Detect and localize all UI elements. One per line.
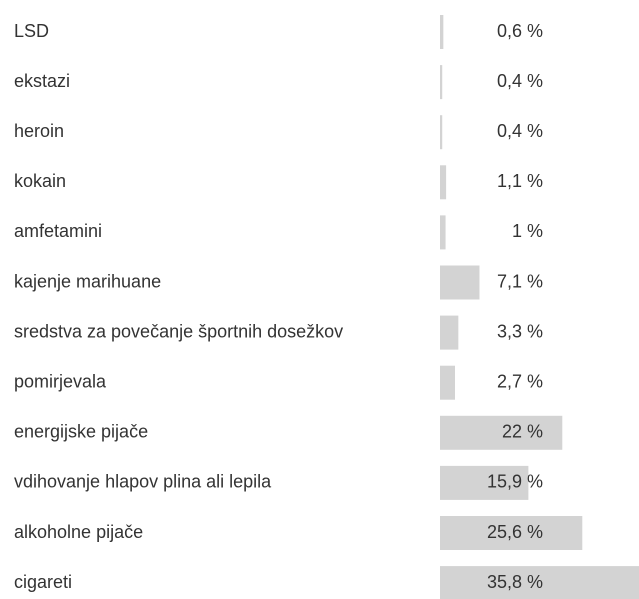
category-label: ekstazi (14, 71, 70, 91)
category-label: alkoholne pijače (14, 522, 143, 542)
bar (440, 165, 447, 200)
value-label: 35,8 % (487, 572, 543, 592)
bar (440, 265, 480, 300)
value-label: 1 % (512, 221, 543, 241)
value-label: 15,9 % (487, 472, 543, 492)
category-label: cigareti (14, 572, 72, 592)
bar (440, 215, 446, 250)
value-label: 1,1 % (497, 171, 543, 191)
bar (440, 516, 583, 550)
bar (440, 15, 444, 49)
bar (440, 415, 563, 450)
category-label: energijske pijače (14, 422, 148, 442)
value-label: 7,1 % (497, 271, 543, 291)
category-label: heroin (14, 121, 64, 141)
bar (440, 115, 443, 150)
bar (440, 315, 459, 350)
category-label: kajenje marihuane (14, 271, 161, 291)
value-label: 0,4 % (497, 71, 543, 91)
value-label: 3,3 % (497, 321, 543, 341)
bar (440, 566, 639, 599)
bar (440, 365, 456, 400)
category-label: sredstva za povečanje športnih dosežkov (14, 321, 343, 341)
category-label: amfetamini (14, 221, 102, 241)
value-label: 2,7 % (497, 371, 543, 391)
value-label: 25,6 % (487, 522, 543, 542)
category-label: LSD (14, 21, 49, 41)
value-label: 0,6 % (497, 21, 543, 41)
value-label: 0,4 % (497, 121, 543, 141)
bar (440, 65, 443, 100)
category-label: kokain (14, 171, 66, 191)
category-label: pomirjevala (14, 371, 107, 391)
category-label: vdihovanje hlapov plina ali lepila (14, 472, 272, 492)
bar (440, 465, 529, 500)
value-label: 22 % (502, 422, 543, 442)
